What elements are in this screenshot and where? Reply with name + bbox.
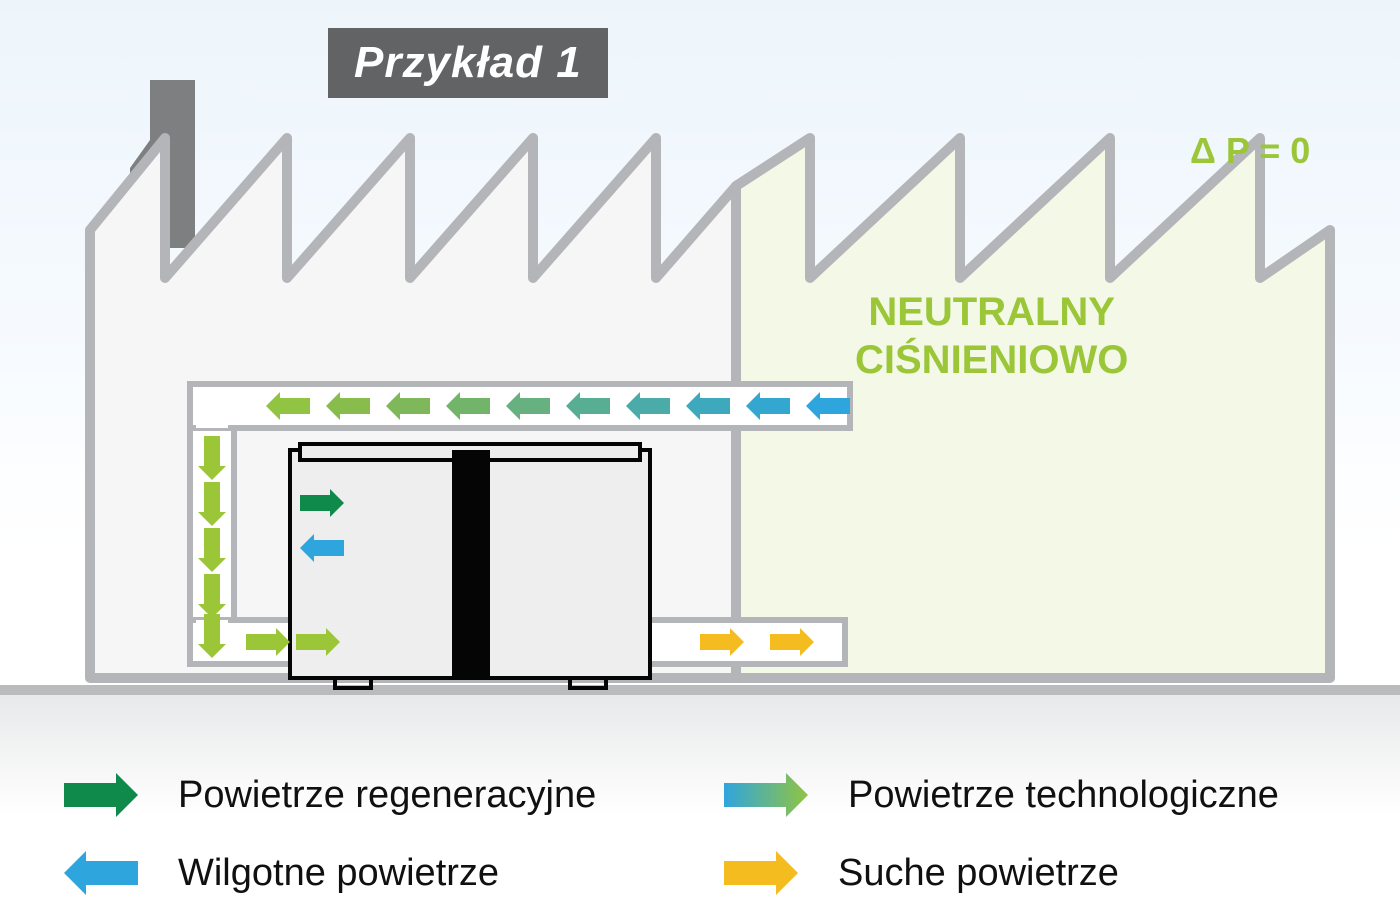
neutral-line1: NEUTRALNY [868,290,1115,334]
legend-label-regen: Powietrze regeneracyjne [178,774,596,817]
legend-arrow-regen-icon [60,770,160,820]
legend-arrow-proc-icon [720,770,830,820]
legend-item-proc: Powietrze technologiczne [720,770,1340,820]
title-text: Przykład 1 [354,38,582,87]
delta-p-label: Δ P = 0 [1190,130,1310,172]
legend-label-wet: Wilgotne powietrze [178,852,499,895]
legend-arrow-wet-icon [60,848,160,898]
legend-arrow-dry-icon [720,848,820,898]
legend-label-proc: Powietrze technologiczne [848,774,1279,817]
scene-svg [0,0,1400,700]
legend-item-dry: Suche powietrze [720,848,1340,898]
legend: Powietrze regeneracyjne Powietrze techno… [60,770,1340,898]
legend-item-wet: Wilgotne powietrze [60,848,680,898]
title-badge: Przykład 1 [328,28,608,98]
legend-label-dry: Suche powietrze [838,852,1119,895]
neutral-label: NEUTRALNY CIŚNIENIOWO [855,288,1128,384]
diagram-stage: Przykład 1 Δ P = 0 NEUTRALNY CIŚNIENIOWO… [0,0,1400,906]
neutral-line2: CIŚNIENIOWO [855,338,1128,382]
dehumidifier-unit [290,444,650,688]
legend-item-regen: Powietrze regeneracyjne [60,770,680,820]
delta-p-text: Δ P = 0 [1190,130,1310,171]
